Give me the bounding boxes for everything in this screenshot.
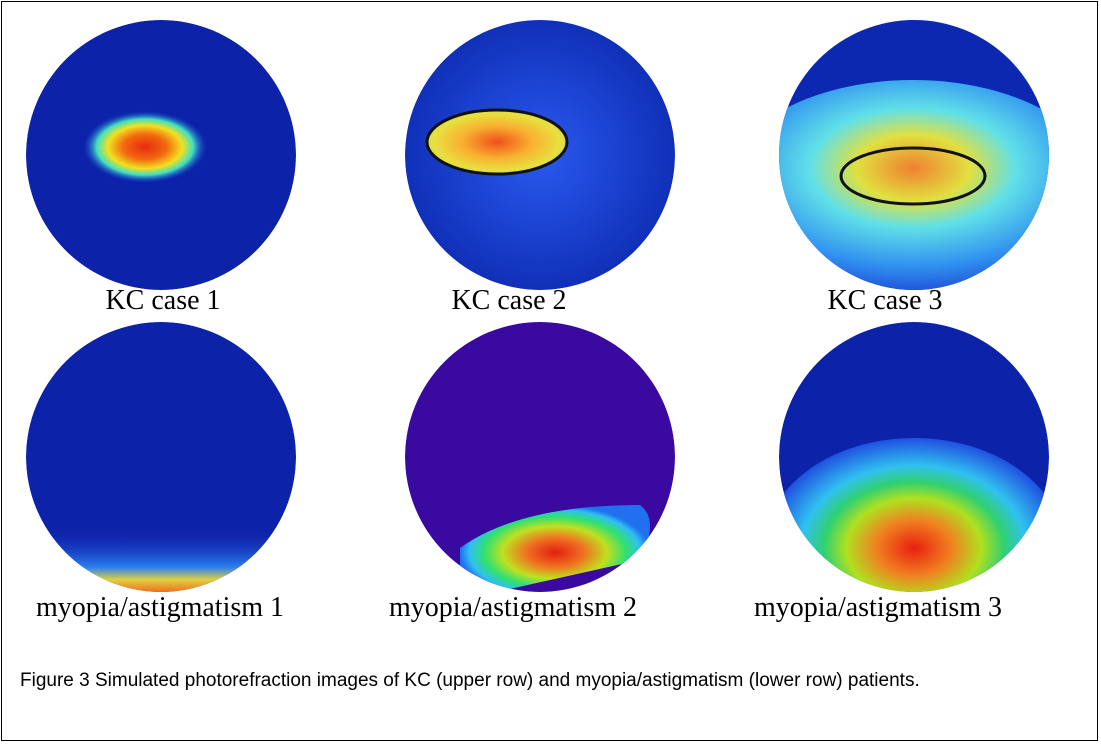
figure-images	[0, 0, 1101, 744]
panel-label: myopia/astigmatism 2	[389, 592, 637, 624]
panel-label: KC case 3	[827, 285, 942, 317]
panel-label: KC case 1	[105, 285, 220, 317]
kc-image-2	[405, 20, 675, 290]
page: {"panels": [{"label": "KC case 1"}, {"la…	[0, 0, 1101, 744]
panel-label: KC case 2	[451, 285, 566, 317]
myopia-image-2	[405, 322, 675, 600]
figure-caption: Figure 3 Simulated photorefraction image…	[20, 666, 1020, 696]
panel-label: myopia/astigmatism 1	[36, 592, 284, 624]
kc-image-3	[723, 20, 1101, 300]
kc-image-1	[26, 20, 296, 290]
panel-label: myopia/astigmatism 3	[754, 592, 1002, 624]
myopia-image-1	[26, 322, 296, 592]
